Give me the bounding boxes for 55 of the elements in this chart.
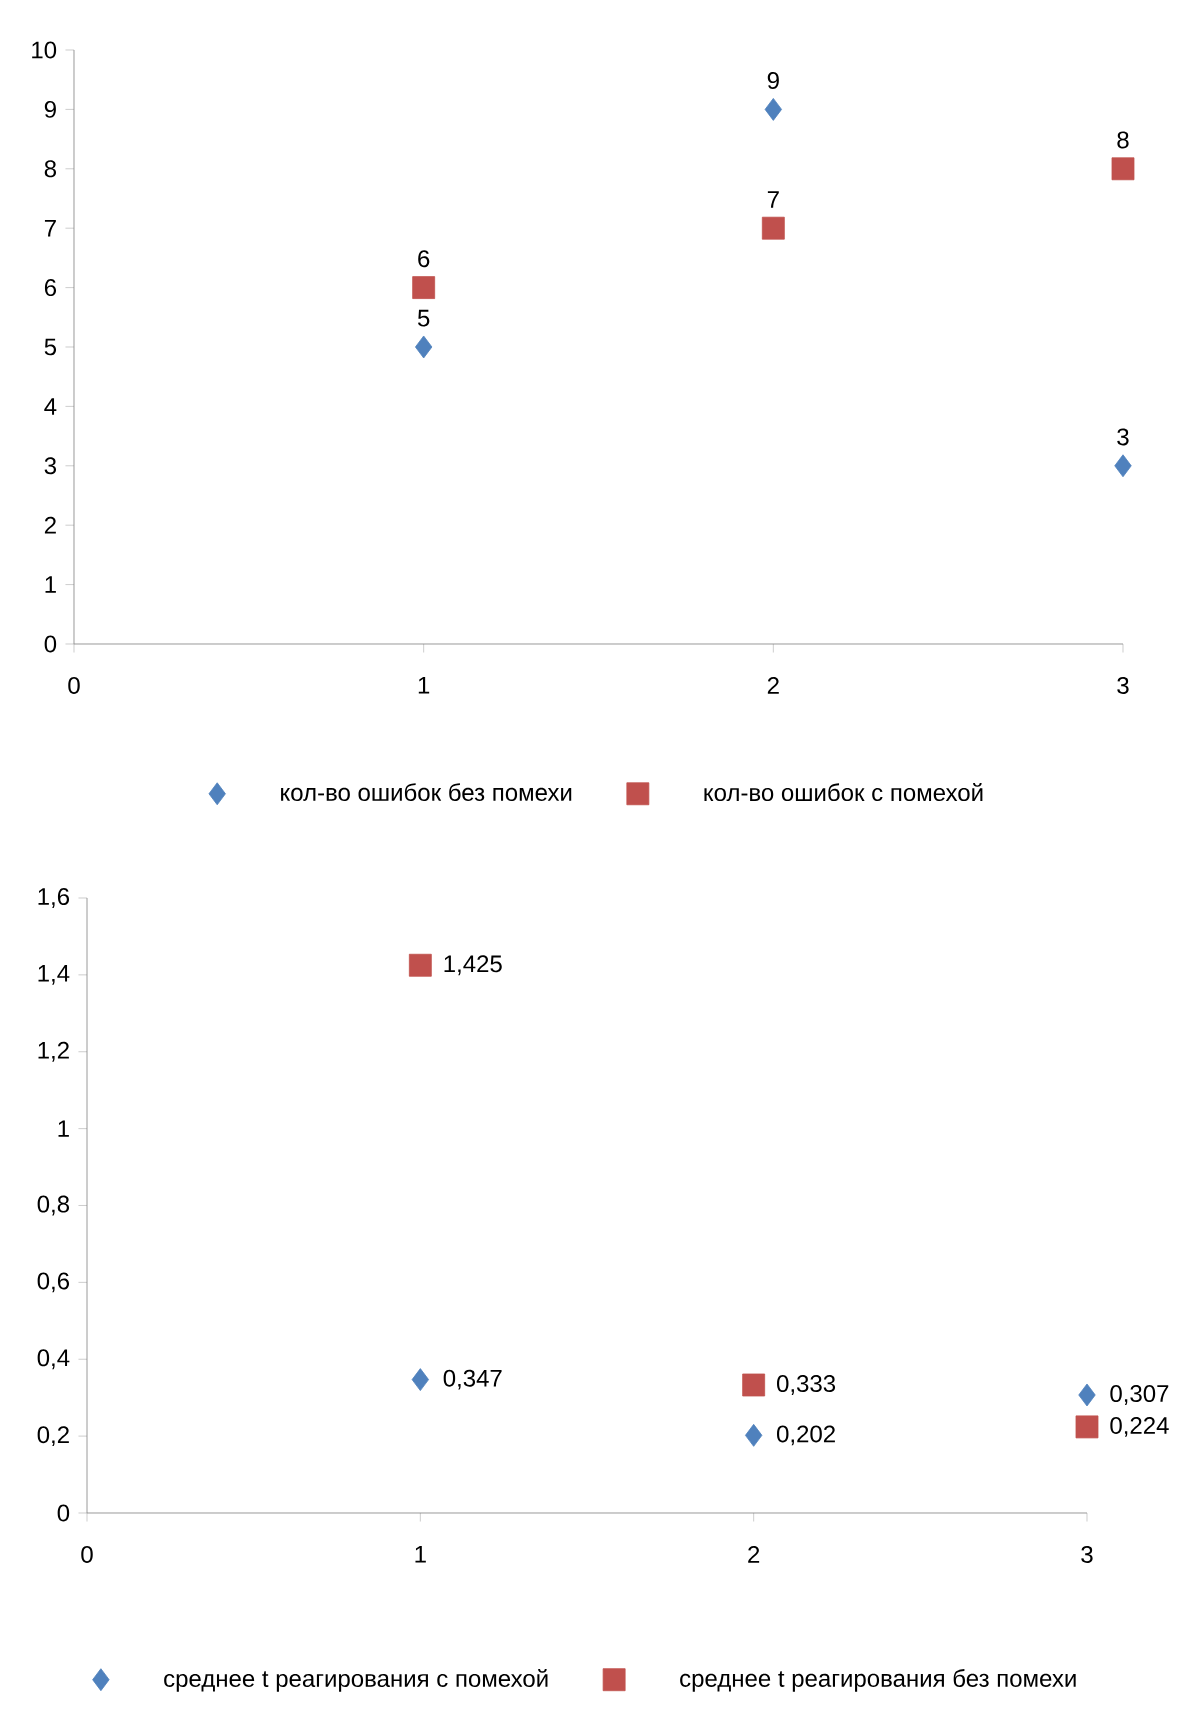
data-label: 5 (417, 309, 430, 327)
y-tick-label: 9 (44, 100, 56, 118)
x-tick-label: 3 (1117, 676, 1129, 694)
y-tick-label: 1 (45, 576, 56, 593)
point (1111, 157, 1135, 181)
point (764, 97, 782, 121)
y-tick-label: 0,6 (37, 1272, 70, 1293)
data-label: 1,425 (444, 955, 502, 976)
y-tick-label: 1 (58, 1120, 69, 1137)
data-label: 8 (1117, 131, 1129, 149)
point (1078, 1383, 1096, 1407)
legend-label: кол-во ошибок без помехи (281, 783, 572, 801)
point (1114, 454, 1132, 478)
y-tick-label: 0,4 (37, 1349, 70, 1370)
y-tick-label: 7 (44, 219, 56, 237)
data-label: 7 (767, 191, 779, 208)
y-tick-label: 2 (44, 516, 56, 534)
legend-label: среднее t реагирования без помехи (680, 1669, 1076, 1692)
point (1075, 1415, 1099, 1439)
y-tick-label: 3 (44, 457, 57, 475)
point (412, 276, 436, 299)
x-tick-label: 3 (1081, 1545, 1093, 1563)
x-tick-label: 2 (767, 676, 779, 694)
data-label: 9 (767, 72, 779, 89)
y-tick-label: 10 (32, 41, 57, 59)
legend-label: среднее t реагирования с помехой (164, 1668, 548, 1692)
point (761, 216, 785, 240)
y-tick-label: 8 (44, 160, 57, 178)
legend-label: кол-во ошибок с помехой (704, 783, 983, 802)
y-tick-label: 0,8 (37, 1195, 70, 1216)
x-tick-label: 0 (81, 1545, 93, 1563)
x-tick-label: 1 (418, 676, 430, 694)
y-tick-label: 1,6 (38, 888, 70, 908)
data-label: 6 (418, 250, 430, 268)
point (408, 953, 432, 977)
data-label: 0,202 (777, 1425, 835, 1446)
data-label: 0,333 (777, 1375, 836, 1395)
y-tick-label: 0 (44, 635, 57, 653)
data-label: 0,347 (443, 1369, 502, 1390)
y-tick-label: 6 (44, 279, 57, 297)
point (415, 335, 433, 359)
point (742, 1373, 766, 1397)
data-label: 0,224 (1110, 1416, 1169, 1437)
y-tick-label: 0 (57, 1504, 70, 1522)
y-tick-label: 5 (44, 338, 57, 356)
data-label: 0,307 (1110, 1385, 1169, 1405)
x-tick-label: 1 (415, 1545, 426, 1563)
y-tick-label: 1,2 (38, 1041, 69, 1062)
x-tick-label: 2 (748, 1545, 760, 1563)
point (411, 1368, 429, 1392)
y-tick-label: 0,2 (37, 1426, 69, 1447)
point (745, 1423, 763, 1447)
data-label: 3 (1117, 428, 1129, 446)
y-tick-label: 4 (44, 398, 57, 415)
y-tick-label: 1,4 (38, 965, 70, 985)
